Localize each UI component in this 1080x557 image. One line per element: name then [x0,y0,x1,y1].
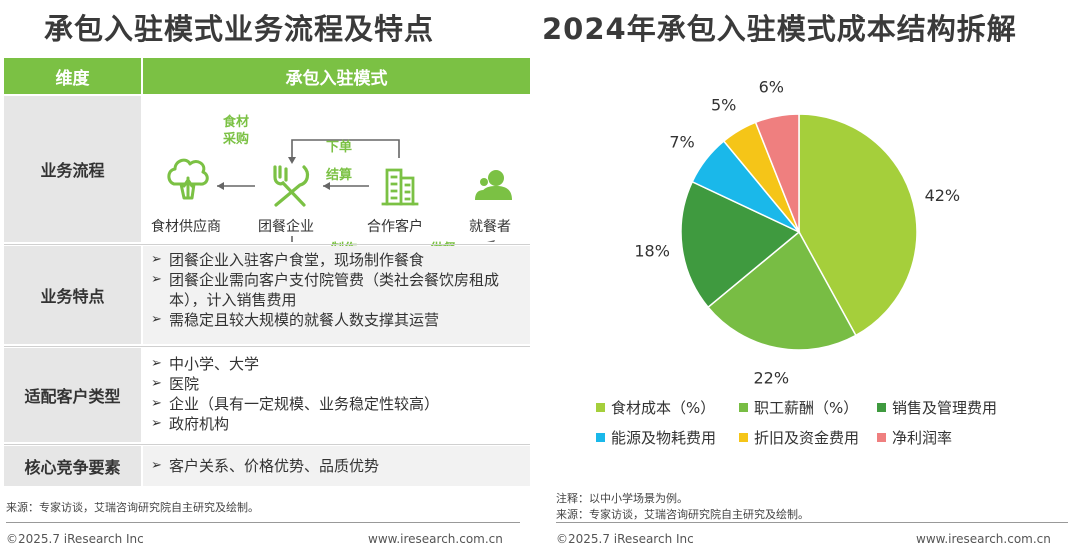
competition-content: 客户关系、价格优势、品质优势 [143,446,530,486]
arrow-label-settle: 结算 [326,168,353,183]
legend-item-3: 能源及物耗费用 [596,427,716,448]
header-dimension: 维度 [4,58,141,94]
left-copyright: ©2025.7 iResearch Inc [6,532,144,546]
person-icon [475,170,512,200]
pie-label-4: 5% [711,96,736,115]
bullet: 需稳定且较大规模的就餐人数支撑其运营 [151,310,524,330]
dim-label: 适配客户类型 [4,348,141,442]
arrow-label-procure: 食材 采购 [223,115,250,147]
left-footer-divider [6,522,520,523]
legend-label: 食材成本（%） [611,399,716,417]
row-divider [4,444,530,445]
flow-svg [167,139,512,242]
legend-label: 职工薪酬（%） [754,399,859,417]
legend-swatch [877,403,886,412]
bullet: 团餐企业需向客户支付院管费（类社会餐饮房租成本），计入销售费用 [151,270,524,310]
legend-item-5: 净利润率 [877,427,952,448]
left-title: 承包入驻模式业务流程及特点 [44,12,435,46]
bullet: 团餐企业入驻客户食堂，现场制作餐食 [151,250,524,270]
row-core-competition: 核心竞争要素 客户关系、价格优势、品质优势 [4,446,530,486]
legend-swatch [596,403,605,412]
building-icon [381,168,419,206]
dim-label: 业务流程 [4,96,141,242]
pie-slice-5 [754,113,800,233]
row-divider [4,346,530,347]
node-diner: 就餐者 [469,219,511,235]
row-business-process: 业务流程 [4,96,530,257]
legend-label: 折旧及资金费用 [754,429,860,447]
right-note: 注释：以中小学场景为例。 [556,492,688,505]
right-title: 2024年承包入驻模式成本结构拆解 [542,12,1017,46]
bullet: 企业（具有一定规模、业务稳定性较高） [151,394,524,414]
node-supplier: 食材供应商 [151,219,221,235]
dim-label: 核心竞争要素 [4,446,141,486]
pie-slice-1 [707,230,857,351]
legend-item-4: 折旧及资金费用 [739,427,859,448]
right-footer-divider [556,522,1068,523]
bullet: 客户关系、价格优势、品质优势 [151,456,524,476]
fork-knife-icon [273,165,310,207]
legend-swatch [739,403,748,412]
row-business-features: 业务特点 团餐企业入驻客户食堂，现场制作餐食 团餐企业需向客户支付院管费（类社会… [4,246,530,344]
left-source-note: 来源：专家访谈，艾瑞咨询研究院自主研究及绘制。 [6,501,259,514]
pie-label-3: 7% [669,132,694,151]
bullet: 中小学、大学 [151,354,524,374]
features-content: 团餐企业入驻客户食堂，现场制作餐食 团餐企业需向客户支付院管费（类社会餐饮房租成… [143,246,530,344]
legend-swatch [877,433,886,442]
right-url: www.iresearch.com.cn [916,532,1051,546]
pie-slice-0 [798,113,918,337]
legend-item-0: 食材成本（%） [596,397,715,418]
pie-label-2: 18% [634,242,670,261]
legend-swatch [739,433,748,442]
row-divider [4,244,530,245]
bullet: 医院 [151,374,524,394]
node-client: 合作客户 [367,219,423,235]
client-types-content: 中小学、大学 医院 企业（具有一定规模、业务稳定性较高） 政府机构 [143,348,530,442]
pie-label-5: 6% [759,78,784,97]
legend-label: 净利润率 [892,429,953,447]
broccoli-icon [167,158,209,200]
dim-label: 业务特点 [4,246,141,344]
pie-label-0: 42% [925,186,961,205]
bullet: 政府机构 [151,414,524,434]
legend-item-1: 职工薪酬（%） [739,397,858,418]
legend-label: 销售及管理费用 [892,399,998,417]
header-mode: 承包入驻模式 [143,58,530,94]
legend-swatch [596,433,605,442]
legend-item-2: 销售及管理费用 [877,397,997,418]
right-copyright: ©2025.7 iResearch Inc [556,532,694,546]
row-client-types: 适配客户类型 中小学、大学 医院 企业（具有一定规模、业务稳定性较高） 政府机构 [4,348,530,442]
arrow-label-order: 下单 [326,140,353,155]
legend-label: 能源及物耗费用 [611,429,717,447]
left-url: www.iresearch.com.cn [368,532,503,546]
right-source-note: 来源：专家访谈，艾瑞咨询研究院自主研究及绘制。 [556,508,809,521]
node-catering: 团餐企业 [258,219,314,235]
cost-pie-chart: 42% 22% 18% 7% 5% 6% [634,78,961,388]
pie-label-1: 22% [753,368,789,387]
pie-slice-2 [680,180,801,309]
